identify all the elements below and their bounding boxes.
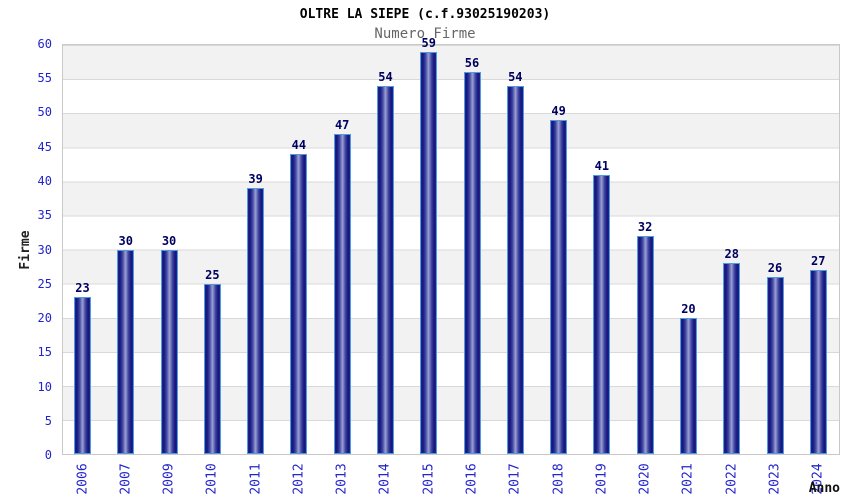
bar (766, 276, 784, 454)
bar-value-label: 54 (378, 69, 393, 84)
bar (333, 133, 351, 454)
y-axis-title: Firme (18, 230, 33, 270)
x-tick-label: 2019 (594, 463, 610, 495)
x-tick-label: 2015 (421, 463, 437, 495)
bar-value-label: 41 (594, 158, 610, 173)
chart-title: OLTRE LA SIEPE (c.f.93025190203) (299, 7, 551, 22)
bar (550, 119, 568, 454)
bar-group: 39 2011 (247, 45, 265, 495)
bar-value-label: 23 (75, 281, 90, 296)
bar-value-label: 32 (637, 219, 653, 234)
bar (376, 85, 394, 454)
bar-group: 54 2014 (376, 45, 394, 495)
x-tick-label: 2017 (507, 463, 523, 495)
y-tick-label: 60 (37, 37, 52, 51)
bar (723, 263, 741, 454)
bar (160, 249, 178, 454)
bar-value-label: 20 (681, 301, 696, 316)
x-tick-label: 2018 (551, 463, 567, 495)
x-tick-label: 2013 (334, 463, 350, 495)
bar-group: 30 2009 (160, 45, 178, 495)
x-tick-label: 2009 (161, 463, 177, 495)
x-tick-label: 2022 (724, 463, 740, 495)
bar (809, 269, 827, 454)
bar-value-label: 27 (811, 253, 826, 268)
y-tick-label: 45 (37, 139, 52, 154)
y-tick-label: 35 (37, 208, 52, 223)
y-tick-label: 30 (37, 242, 52, 257)
bar-group: 23 2006 (74, 45, 91, 495)
plot-area: 23 2006 30 2007 30 2009 25 2010 39 2011 44 2012 47 20… (62, 36, 840, 495)
bar-value-label: 56 (464, 56, 480, 71)
bar-value-label: 49 (551, 103, 566, 118)
bar-value-label: 25 (205, 267, 220, 282)
y-tick-label: 25 (37, 276, 52, 291)
x-tick-label: 2021 (680, 463, 696, 495)
bar-group: 49 2018 (550, 45, 568, 495)
x-tick-label: 2014 (377, 463, 393, 495)
bar-group: 32 2020 (636, 45, 654, 495)
bar-value-label: 59 (421, 35, 436, 50)
bar-value-label: 39 (248, 172, 263, 187)
y-axis-ticks: 0 5 10 15 20 25 30 35 40 45 50 55 60 (0, 37, 55, 462)
bar-group: 26 2023 (766, 45, 784, 495)
bar-group: 20 2021 (679, 45, 697, 495)
bars-row: 23 2006 30 2007 30 2009 25 2010 39 2011 44 2012 47 20… (63, 36, 839, 495)
x-tick-label: 2006 (75, 463, 90, 495)
x-tick-label: 2020 (637, 463, 653, 495)
bar-value-label: 54 (508, 69, 523, 84)
x-tick-label: 2011 (248, 463, 264, 495)
bar-group: 25 2010 (203, 45, 221, 495)
bar-group: 44 2012 (290, 45, 308, 495)
bar (463, 72, 481, 454)
y-tick-label: 40 (37, 173, 52, 188)
bar-value-label: 26 (767, 260, 783, 275)
bar-group: 56 2016 (463, 45, 481, 495)
bar-value-label: 44 (291, 138, 307, 153)
x-tick-label: 2016 (464, 463, 480, 495)
y-tick-label: 15 (37, 345, 52, 360)
bar (593, 174, 611, 454)
y-tick-label: 20 (37, 310, 52, 325)
bar-value-label: 30 (118, 233, 134, 248)
x-axis-title: Anno (808, 481, 840, 496)
bar-group: 27 2024 (809, 45, 827, 495)
x-tick-label: 2007 (118, 463, 134, 495)
bar (420, 51, 438, 454)
bar (290, 154, 308, 454)
bar (506, 85, 524, 454)
bar-group: 30 2007 (117, 45, 135, 495)
bar (74, 297, 91, 454)
y-tick-label: 5 (44, 413, 52, 428)
y-tick-label: 55 (37, 71, 52, 86)
x-tick-label: 2012 (291, 463, 307, 495)
y-tick-label: 10 (37, 379, 52, 394)
bar-value-label: 28 (724, 247, 739, 262)
x-tick-label: 2010 (204, 463, 220, 495)
y-tick-label: 0 (44, 448, 52, 462)
x-tick-label: 2023 (767, 463, 783, 495)
bar-group: 41 2019 (593, 45, 611, 495)
bar (247, 188, 265, 454)
chart-subtitle: Numero Firme (374, 26, 476, 42)
bar-group: 28 2022 (723, 45, 741, 495)
bar (203, 283, 221, 454)
bar (679, 317, 697, 454)
bar (117, 249, 135, 454)
bar (636, 235, 654, 454)
y-tick-label: 50 (37, 105, 52, 120)
bar-group: 54 2017 (506, 45, 524, 495)
bar-value-label: 30 (161, 233, 177, 248)
bar-value-label: 47 (334, 117, 350, 132)
bar-group: 47 2013 (333, 45, 351, 495)
bar-group: 59 2015 (420, 36, 438, 495)
